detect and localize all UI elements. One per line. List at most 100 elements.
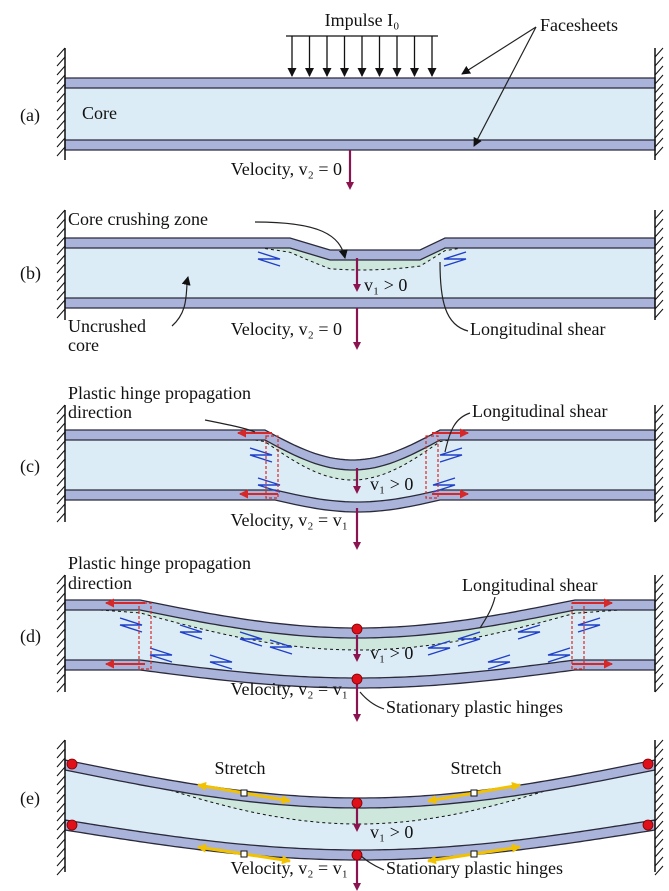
hatch [654,494,664,505]
shear-mark [457,631,481,647]
shear-mark [209,654,233,670]
hatch [654,83,664,94]
annotation: direction [68,402,132,422]
annotation: direction [68,573,132,593]
annotation: v₁ > 0 [364,275,407,295]
leader [479,596,496,629]
annotation: Velocity, v₂ = v₁ [230,510,348,530]
hatch [654,404,664,415]
hatch [56,119,66,130]
plastic-hinge [642,758,654,770]
strain-gauge [240,850,248,858]
hatch [654,682,664,693]
hatch [56,829,66,840]
hatch [654,422,664,433]
hatch [56,664,66,675]
panel-label: (e) [20,788,40,809]
crushing-zone [265,248,460,270]
hatch [56,655,66,666]
hatch [654,299,664,310]
hatch [56,583,66,594]
hatch [56,856,66,867]
hatch [56,128,66,139]
hatch [654,673,664,684]
hatch [654,272,664,283]
annotation: Longitudinal shear [470,319,605,339]
panel-label: (b) [20,263,41,284]
hatch [56,637,66,648]
hatch [56,440,66,451]
hinge-zone [425,435,439,499]
hatch [56,308,66,319]
hatch [56,146,66,157]
crushing-zone [100,610,620,650]
hatch [56,209,66,220]
hatch [56,101,66,112]
hatch [654,847,664,858]
plastic-hinge [351,623,363,635]
annotation: Facesheets [540,15,618,35]
hatch [654,856,664,867]
plastic-hinge [66,819,78,831]
hatch [56,512,66,523]
shear-mark [249,447,273,463]
shear-mark [257,251,281,267]
hatch [654,601,664,612]
annotation: Longitudinal shear [462,575,597,595]
annotation: Velocity, v₂ = v₁ [230,679,348,699]
annotation: Uncrushed [68,316,146,336]
hatch [654,440,664,451]
annotation: Plastic hinge propagation [68,553,251,573]
leader [254,221,348,259]
hatch [56,757,66,768]
hatch [654,137,664,148]
hatch [654,209,664,220]
annotation: Longitudinal shear [472,401,607,421]
hatch [56,92,66,103]
strain-gauge [240,789,248,797]
hatch [654,637,664,648]
hatch [56,739,66,750]
hatch [56,110,66,121]
hatch [654,308,664,319]
shear-mark [487,654,511,670]
leader [204,419,256,433]
annotation: Plastic hinge propagation [68,383,251,403]
hatch [654,431,664,442]
hatch [56,485,66,496]
hatch [56,682,66,693]
hatch [654,646,664,657]
hatch [56,290,66,301]
shear-mark [517,624,541,640]
hatch [56,820,66,831]
hatch [56,802,66,813]
panel-label: (d) [20,626,41,647]
hatch [654,628,664,639]
shear-mark [427,640,451,656]
hatch [56,65,66,76]
hatch [56,811,66,822]
panel-label: (c) [20,456,40,477]
hatch [654,838,664,849]
hatch [56,56,66,67]
hatch [654,592,664,603]
hatch [654,254,664,265]
hatch [654,748,664,759]
hatch [654,218,664,229]
shear-mark [577,617,601,633]
shear-mark [179,624,203,640]
annotation: Velocity, v₂ = 0 [231,159,342,179]
hatch [56,281,66,292]
hatch [654,119,664,130]
hatch [56,574,66,585]
hatch [56,137,66,148]
shear-mark [269,639,293,655]
hatch [654,227,664,238]
hatch [654,766,664,777]
leader [473,26,537,147]
plastic-hinge [66,758,78,770]
hatch [56,838,66,849]
annotation: Core [82,103,117,123]
